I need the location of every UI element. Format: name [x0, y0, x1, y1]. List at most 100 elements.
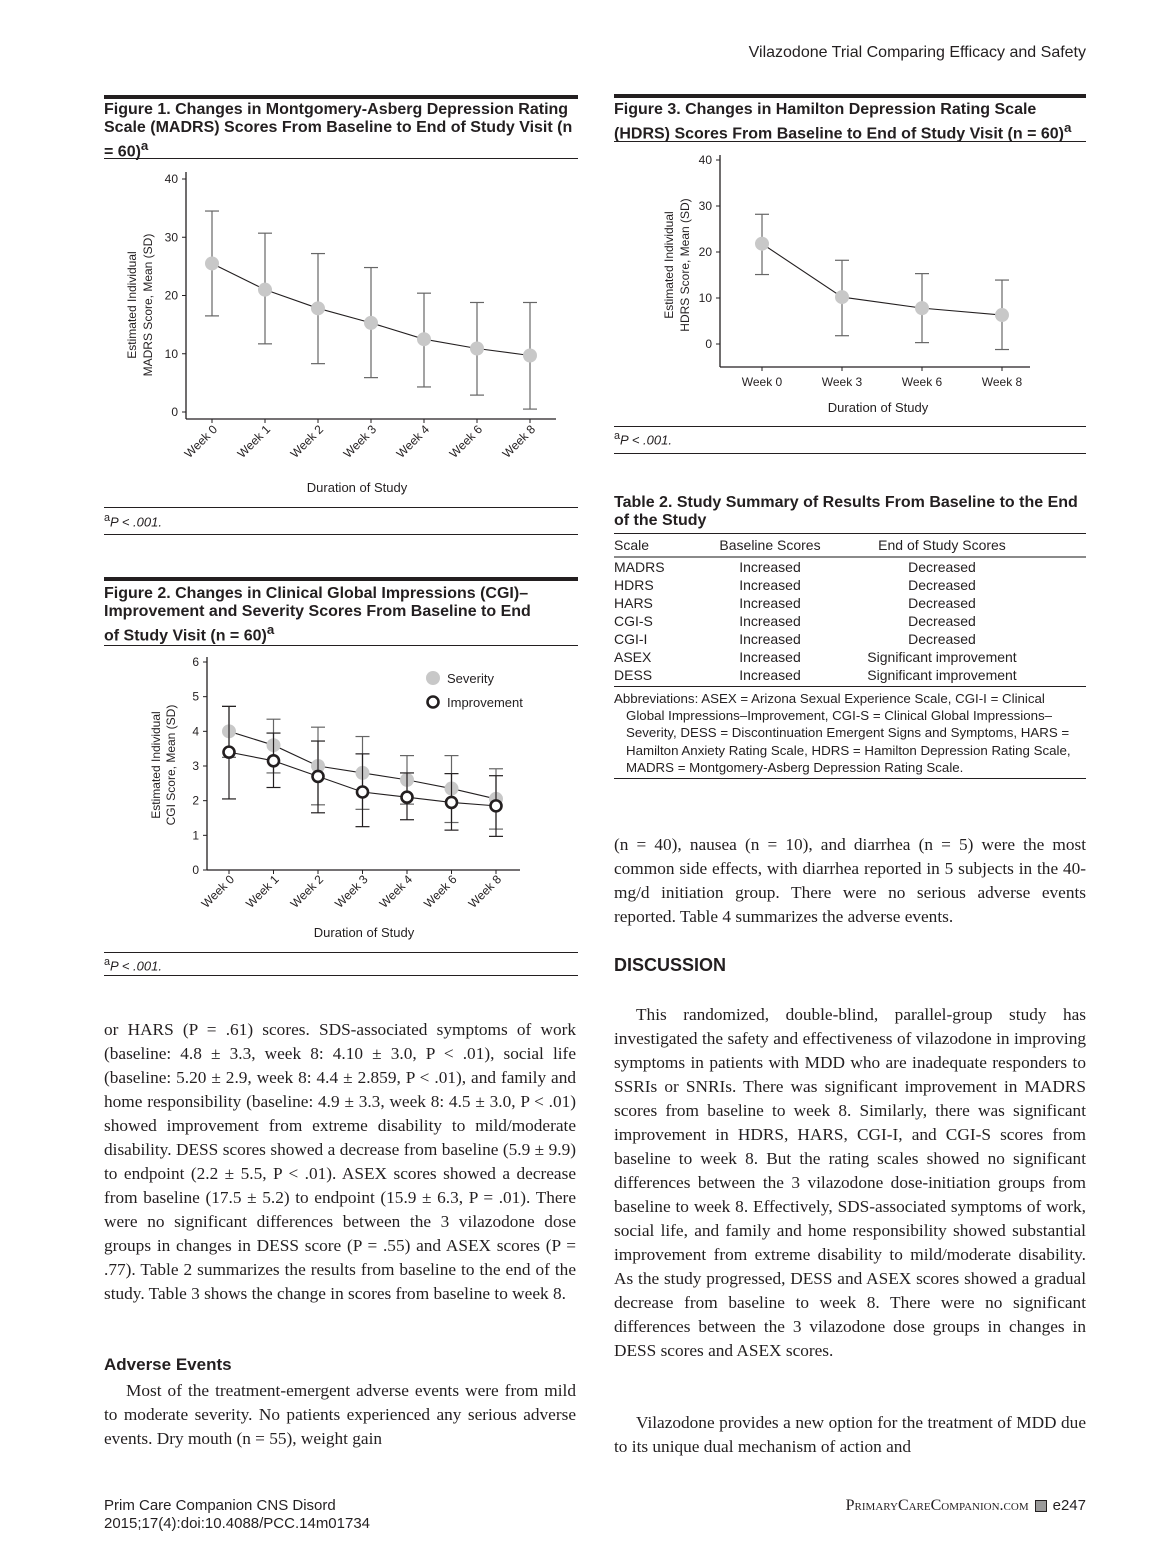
- right-paragraph-3: Vilazodone provides a new option for the…: [614, 1413, 1086, 1456]
- figure3-bottom-rule: [614, 453, 1086, 454]
- y-axis-label: CGI Score, Mean (SD): [164, 705, 178, 826]
- cell-scale: MADRS: [614, 559, 665, 575]
- figure3-footnote: aP < .001.: [614, 430, 672, 447]
- y-tick-label: 4: [192, 724, 199, 738]
- cell-end: Decreased: [908, 613, 976, 629]
- table2-abbreviations: Abbreviations: ASEX = Arizona Sexual Exp…: [614, 691, 1071, 775]
- left-paragraph-2: Most of the treatment-emergent adverse e…: [104, 1381, 576, 1448]
- figure3-footnote-rule: [614, 426, 1086, 427]
- figure2-title-sup: a: [266, 622, 275, 637]
- figure3-title-text: Figure 3. Changes in Hamilton Depression…: [614, 101, 1065, 143]
- y-tick-label: 5: [192, 690, 199, 704]
- data-point: [364, 315, 378, 330]
- series-line: [761, 243, 1003, 316]
- x-tick-label: Week 1: [235, 422, 274, 461]
- table2-rows-rule: [614, 686, 1086, 687]
- footnote-sup: a: [104, 512, 111, 524]
- figure3-title: Figure 3. Changes in Hamilton Depression…: [614, 101, 1086, 143]
- table-row: CGI-S Increased Decreased: [614, 612, 1086, 630]
- right-paragraph-1: (n = 40), nausea (n = 10), and diarrhea …: [614, 835, 1086, 926]
- cell-end: Decreased: [908, 631, 976, 647]
- x-tick-label: Week 3: [332, 872, 371, 911]
- legend-label-improvement: Improvement: [447, 695, 523, 710]
- data-point: [400, 790, 414, 805]
- data-point: [915, 301, 929, 316]
- x-axis-label: Duration of Study: [828, 400, 929, 415]
- data-point: [266, 753, 281, 768]
- data-point: [311, 769, 325, 784]
- data-point: [417, 332, 431, 347]
- cell-scale: DESS: [614, 667, 653, 683]
- data-point: [835, 290, 849, 305]
- left-paragraph-1: or HARS (P = .61) scores. SDS-associated…: [104, 1020, 576, 1303]
- data-point: [258, 282, 272, 297]
- x-tick-label: Week 3: [341, 422, 380, 461]
- footnote-text: P < .001.: [110, 958, 162, 974]
- table-row: HARS Increased Decreased: [614, 594, 1086, 612]
- data-point: [205, 256, 219, 271]
- footer-journal: Prim Care Companion CNS Disord: [104, 1497, 336, 1514]
- x-tick-label: Week 8: [500, 422, 539, 461]
- legend-marker-severity: [426, 671, 440, 685]
- y-tick-label: 40: [699, 153, 713, 167]
- cell-baseline: Increased: [739, 649, 801, 665]
- table2-top-rule: [614, 533, 1086, 534]
- x-tick-label: Week 0: [199, 872, 238, 911]
- footer-citation: 2015;17(4):doi:10.4088/PCC.14m01734: [104, 1515, 371, 1532]
- footnote-sup: a: [104, 956, 111, 968]
- y-tick-label: 0: [192, 863, 199, 877]
- y-tick-label: 0: [705, 337, 712, 351]
- table-header-row: Scale Baseline Scores End of Study Score…: [614, 536, 1086, 554]
- x-tick-label: Week 8: [982, 375, 1023, 389]
- table2: Scale Baseline Scores End of Study Score…: [614, 536, 1086, 684]
- x-tick-label: Week 6: [902, 375, 943, 389]
- table-row: HDRS Increased Decreased: [614, 576, 1086, 594]
- col-header-baseline: Baseline Scores: [719, 537, 821, 553]
- table2-bottom-rule: [614, 778, 1086, 779]
- cell-baseline: Increased: [739, 613, 801, 629]
- data-point: [755, 236, 769, 251]
- x-tick-label: Week 6: [447, 422, 486, 461]
- cell-scale: ASEX: [614, 649, 652, 665]
- table-row: MADRS Increased Decreased: [614, 558, 1086, 576]
- x-tick-label: Week 2: [288, 872, 327, 911]
- y-tick-label: 2: [192, 794, 199, 808]
- cell-end: Significant improvement: [867, 667, 1017, 683]
- x-tick-label: Week 2: [288, 422, 327, 461]
- cell-scale: HDRS: [614, 577, 654, 593]
- figure2-top-rule: [104, 577, 578, 581]
- discussion-heading: DISCUSSION: [614, 955, 727, 975]
- figure1-bottom-rule: [104, 534, 578, 535]
- cell-baseline: Increased: [739, 577, 801, 593]
- figure1-title-text: Figure 1. Changes in Montgomery-Asberg D…: [104, 101, 573, 161]
- figure1-title-rule: [104, 158, 578, 159]
- footer-site-link[interactable]: PrimaryCareCompanion.com: [845, 1497, 1029, 1514]
- footnote-sup: a: [614, 430, 621, 442]
- figure2-footnote: aP < .001.: [104, 956, 162, 973]
- footer-page-number: e247: [1052, 1497, 1086, 1514]
- y-tick-label: 6: [192, 655, 199, 669]
- y-tick-label: 0: [171, 405, 178, 419]
- cell-baseline: Increased: [739, 559, 801, 575]
- table-row: CGI-I Increased Decreased: [614, 630, 1086, 648]
- y-tick-label: 20: [165, 289, 179, 303]
- x-tick-label: Week 4: [394, 422, 433, 461]
- x-axis-label: Duration of Study: [314, 925, 415, 940]
- data-point: [489, 799, 503, 813]
- data-point: [355, 785, 370, 799]
- figure2-bottom-rule: [104, 975, 578, 976]
- figure1-footnote-rule: [104, 507, 578, 508]
- series-hdrs: [755, 213, 1009, 351]
- x-tick-label: Week 6: [421, 872, 460, 911]
- figure1-top-rule: [104, 95, 578, 99]
- x-tick-label: Week 3: [822, 375, 863, 389]
- x-tick-label: Week 1: [243, 872, 282, 911]
- chart-1: 0 10 20 30 40 Week 0 Week 1 Week 2 Week 3 Week 4 W…: [125, 172, 556, 495]
- figure2-footnote-rule: [104, 952, 578, 953]
- cell-scale: CGI-I: [614, 631, 648, 647]
- square-bullet-icon: [1034, 1500, 1047, 1512]
- figure2-title-text: Figure 2. Changes in Clinical Global Imp…: [104, 585, 531, 645]
- cell-baseline: Increased: [739, 631, 801, 647]
- y-tick-label: 30: [699, 199, 713, 213]
